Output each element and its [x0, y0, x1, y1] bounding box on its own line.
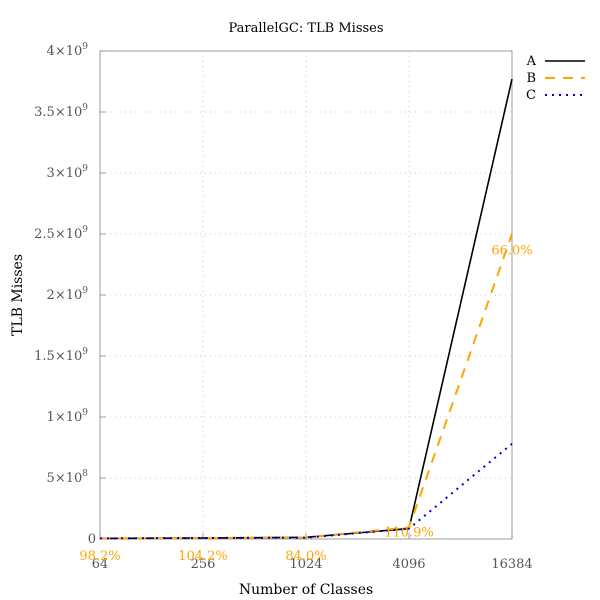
annotation-label: 66.0% [491, 244, 532, 259]
legend-label-a: A [526, 54, 537, 69]
x-tick-label: 4096 [392, 557, 425, 572]
legend-label-b: B [526, 71, 536, 86]
y-tick-label: 1×109 [47, 408, 89, 425]
y-tick-label: 1.5×109 [34, 347, 88, 364]
series-line-a [99, 78, 513, 540]
y-tick-exponent: 9 [82, 408, 88, 418]
y-tick-exponent: 9 [82, 42, 88, 52]
y-tick-label: 2×109 [47, 286, 89, 303]
annotation-label: 84.0% [285, 549, 326, 564]
y-tick-label: 0 [88, 532, 96, 547]
legend: ABC [526, 54, 585, 103]
y-tick-exponent: 9 [82, 347, 88, 357]
annotation-label: 110.9% [384, 526, 434, 541]
plot-frame [99, 50, 513, 540]
y-tick-label: 4×109 [47, 42, 89, 59]
y-tick-label: 3×109 [47, 164, 89, 181]
y-tick-exponent: 9 [82, 286, 88, 296]
y-tick-exponent: 9 [82, 225, 88, 235]
y-axis-title: TLB Misses [10, 254, 26, 336]
annotations: 98.2% 104.2% 84.0% 110.9% 66.0% [79, 244, 532, 564]
annotation-label: 98.2% [79, 549, 120, 564]
x-tick-label: 256 [191, 557, 216, 572]
x-tick-label: 16384 [491, 557, 532, 572]
chart-title: ParallelGC: TLB Misses [228, 21, 383, 36]
y-tick-label: 5×108 [47, 469, 89, 486]
series-line-b [99, 233, 513, 540]
x-tick-label: 1024 [289, 557, 322, 572]
series-lines [99, 78, 513, 540]
y-tick-label: 2.5×109 [34, 225, 88, 242]
y-tick-exponent: 9 [82, 164, 88, 174]
x-tick-label: 64 [92, 557, 109, 572]
y-tick-exponent: 9 [82, 103, 88, 113]
x-axis-title: Number of Classes [239, 582, 373, 598]
y-tick-exponent: 8 [82, 469, 88, 479]
y-tick-label: 3.5×109 [34, 103, 88, 120]
legend-label-c: C [526, 88, 536, 103]
y-axis-ticks: 0 5×108 1×109 1.5×109 2×109 2.5×109 3×109 3.5×1… [34, 42, 106, 547]
grid [99, 50, 513, 540]
annotation-label: 104.2% [178, 549, 228, 564]
